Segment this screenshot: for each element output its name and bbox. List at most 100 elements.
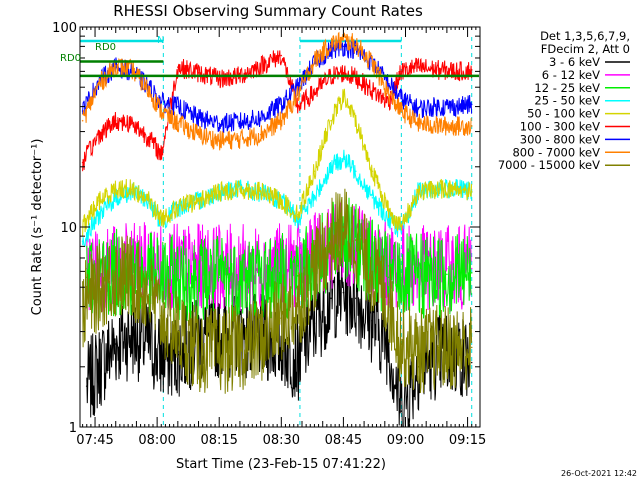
legend-label-2: 12 - 25 keV (534, 81, 600, 95)
legend-label-0: 3 - 6 keV (549, 55, 600, 69)
series-0-point-16 (355, 297, 357, 300)
series-0-point-15 (342, 291, 345, 294)
series-0-point-17 (371, 319, 374, 322)
timestamp: 26-Oct-2021 12:42 (561, 469, 637, 478)
series-2-point-11 (417, 276, 419, 279)
series-4-point-2 (114, 188, 117, 190)
series-0-point-18 (388, 343, 390, 345)
series-8 (81, 188, 473, 394)
y-axis-label: Count Rate (s⁻¹ detector⁻¹) (30, 139, 45, 316)
series-8-point-21 (437, 346, 440, 349)
legend-label-3: 25 - 50 keV (534, 94, 600, 108)
series-8-point-10 (259, 339, 262, 342)
rd0-label: RD0 (60, 53, 81, 64)
series-4-point-7 (197, 200, 200, 202)
x-tick-label-1: 08:00 (138, 433, 175, 448)
series-4-point-23 (470, 190, 473, 193)
series-2-point-4 (218, 276, 221, 279)
series-5-point-4 (148, 136, 150, 139)
x-tick-label-4: 08:45 (325, 433, 362, 448)
series-7-point-1 (98, 82, 100, 85)
series-line-7 (82, 31, 472, 151)
series-8-point-15 (342, 226, 345, 228)
series-5-point-5 (160, 153, 163, 156)
series-7-point-0 (81, 119, 84, 122)
x-tick-label-5: 09:00 (387, 433, 424, 448)
series-6-point-22 (458, 105, 461, 108)
series-5-point-23 (470, 69, 473, 71)
legend-label-7: 800 - 7000 keV (512, 145, 600, 159)
series-3-point-1 (98, 214, 100, 216)
series-1-point-13 (470, 267, 473, 270)
series-0-point-19 (400, 410, 403, 412)
series-0-point-3 (131, 333, 134, 336)
series-7-point-23 (470, 125, 473, 127)
series-line-4 (82, 88, 473, 237)
series-4-point-3 (131, 188, 134, 190)
series-8-point-13 (313, 267, 316, 270)
series-0-point-12 (297, 357, 299, 360)
legend-label-5: 100 - 300 keV (520, 120, 600, 134)
series-4-point-17 (371, 170, 374, 173)
series-5-point-2 (114, 119, 117, 122)
series-5-point-0 (81, 161, 84, 164)
series-2-point-13 (470, 272, 473, 274)
series-3-point-19 (400, 230, 403, 233)
series-7-point-15 (342, 39, 345, 41)
legend-label-8: 7000 - 15000 keV (498, 158, 600, 172)
legend-label-4: 50 - 100 keV (527, 107, 600, 121)
series-5-point-11 (280, 54, 283, 57)
series-8-point-22 (458, 346, 461, 349)
legend-label-1: 6 - 12 keV (542, 68, 600, 82)
series-7-point-16 (355, 43, 357, 46)
series-6-point-6 (177, 105, 179, 108)
series-8-point-16 (355, 239, 357, 241)
y-tick-label-1: 10 (60, 221, 77, 236)
series-6-point-7 (197, 117, 200, 119)
series-4-point-20 (417, 190, 419, 193)
attenuator-layer (80, 60, 479, 78)
series-7-point-20 (417, 122, 419, 125)
series-0-point-2 (114, 343, 117, 345)
series-6-point-5 (160, 101, 163, 104)
series-8-point-2 (114, 275, 117, 277)
series-4-point-1 (98, 200, 100, 202)
series-7-point-3 (131, 69, 134, 71)
series-7-point-5 (160, 110, 163, 112)
series-4-point-8 (218, 190, 221, 193)
series-7-point-22 (458, 125, 461, 127)
series-8-point-11 (280, 317, 283, 319)
series-3-point-16 (355, 170, 357, 173)
series-5-point-7 (197, 72, 200, 74)
series-1-point-12 (446, 267, 448, 270)
series-6-point-9 (239, 121, 241, 123)
series-8-point-3 (131, 276, 134, 279)
series-0-point-23 (470, 361, 473, 364)
axes: 1 10 100 07:45 08:00 08:15 08:30 08:45 09:00 09:1… (52, 21, 486, 448)
series-layer (81, 31, 473, 428)
series-5-point-22 (458, 70, 461, 73)
series-5-point-1 (98, 133, 100, 136)
series-4-point-18 (388, 210, 390, 212)
series-0-point-4 (148, 343, 150, 345)
series-7-point-4 (148, 89, 150, 92)
series-7-point-8 (218, 139, 221, 142)
series-0-point-0 (85, 385, 88, 387)
series-4-point-10 (259, 190, 262, 193)
series-0-point-13 (313, 322, 316, 325)
series-5-point-17 (371, 89, 374, 92)
series-6-point-15 (342, 45, 345, 48)
series-4-point-4 (148, 200, 150, 202)
series-7-point-11 (280, 119, 283, 122)
series-5-point-10 (259, 64, 262, 67)
series-6-point-19 (400, 97, 403, 100)
series-6-point-11 (280, 103, 283, 106)
series-8-point-8 (218, 350, 221, 352)
series-7-point-19 (400, 110, 403, 112)
series-4-point-12 (297, 214, 299, 216)
series-2-point-10 (388, 276, 390, 279)
series-5-point-3 (131, 122, 134, 125)
series-2-point-12 (446, 273, 448, 276)
series-2-point-3 (177, 278, 179, 280)
